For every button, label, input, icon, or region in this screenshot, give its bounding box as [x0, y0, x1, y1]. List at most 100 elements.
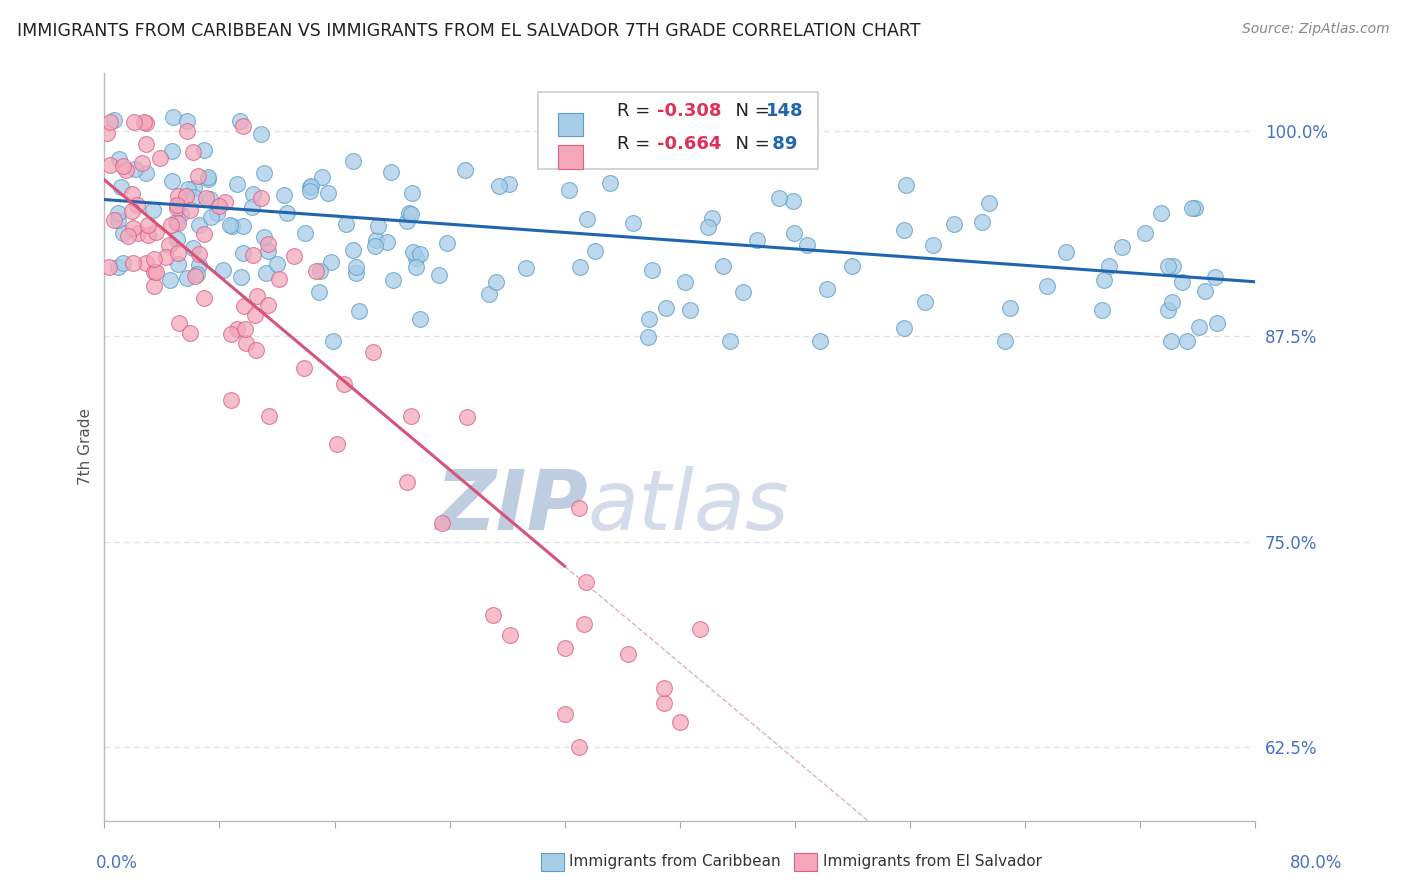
- Point: [208, 199, 231, 213]
- Point: [364, 238, 387, 252]
- Point: [294, 226, 316, 240]
- Text: R =: R =: [617, 103, 657, 120]
- Point: [176, 271, 198, 285]
- Point: [485, 275, 508, 289]
- Point: [436, 236, 458, 251]
- Point: [668, 715, 690, 730]
- Point: [638, 312, 661, 326]
- Point: [344, 260, 367, 275]
- Point: [170, 207, 193, 221]
- Point: [1160, 334, 1182, 348]
- Point: [305, 264, 328, 278]
- Point: [188, 218, 211, 232]
- Point: [640, 263, 662, 277]
- Text: N =: N =: [724, 135, 776, 153]
- Point: [1091, 302, 1114, 317]
- Point: [347, 304, 370, 318]
- Point: [558, 183, 581, 197]
- Text: ZIP: ZIP: [434, 467, 588, 548]
- Point: [568, 500, 591, 515]
- Point: [256, 244, 278, 258]
- Point: [696, 220, 718, 235]
- Point: [599, 177, 621, 191]
- Point: [621, 216, 644, 230]
- Point: [583, 244, 606, 258]
- Point: [342, 153, 364, 168]
- Point: [179, 326, 201, 340]
- Point: [299, 179, 322, 194]
- Point: [193, 291, 215, 305]
- Point: [257, 297, 280, 311]
- Point: [245, 288, 267, 302]
- Point: [121, 186, 143, 201]
- Point: [197, 172, 219, 186]
- Point: [124, 162, 146, 177]
- Point: [402, 244, 425, 259]
- Point: [298, 184, 321, 198]
- Point: [188, 258, 211, 272]
- Point: [344, 266, 367, 280]
- Point: [166, 198, 188, 212]
- Point: [256, 237, 278, 252]
- Point: [250, 128, 273, 142]
- Y-axis label: 7th Grade: 7th Grade: [79, 409, 93, 485]
- Point: [96, 126, 118, 140]
- Point: [149, 151, 172, 165]
- Point: [796, 237, 818, 252]
- Point: [186, 267, 208, 281]
- Point: [841, 259, 863, 273]
- Point: [200, 210, 222, 224]
- Point: [367, 219, 389, 233]
- Point: [135, 256, 157, 270]
- Point: [155, 250, 177, 264]
- Point: [432, 516, 454, 530]
- Point: [145, 225, 167, 239]
- Point: [652, 697, 675, 711]
- Point: [214, 195, 236, 210]
- Point: [993, 334, 1015, 348]
- Point: [176, 124, 198, 138]
- Point: [135, 136, 157, 151]
- Point: [117, 228, 139, 243]
- Point: [160, 144, 183, 158]
- Point: [637, 329, 659, 343]
- Point: [283, 249, 305, 263]
- Point: [250, 191, 273, 205]
- Text: 0.0%: 0.0%: [96, 855, 138, 872]
- Text: 89: 89: [766, 135, 797, 153]
- Point: [142, 202, 165, 217]
- Point: [498, 177, 520, 191]
- Point: [477, 287, 499, 301]
- Point: [122, 115, 145, 129]
- Point: [1149, 206, 1171, 220]
- Point: [893, 223, 915, 237]
- Point: [197, 170, 219, 185]
- Point: [554, 707, 576, 722]
- Point: [808, 334, 831, 348]
- Point: [143, 252, 166, 266]
- Point: [568, 739, 591, 754]
- Point: [1036, 279, 1059, 293]
- Point: [98, 115, 121, 129]
- Point: [233, 300, 256, 314]
- Point: [107, 260, 129, 274]
- Point: [165, 215, 187, 229]
- Point: [409, 247, 432, 261]
- Point: [187, 169, 209, 183]
- Point: [499, 628, 522, 642]
- Point: [131, 155, 153, 169]
- Point: [896, 178, 918, 193]
- Point: [575, 211, 598, 226]
- Point: [253, 166, 276, 180]
- Point: [167, 216, 190, 230]
- Point: [136, 227, 159, 242]
- Point: [1188, 320, 1211, 334]
- Point: [162, 111, 184, 125]
- Point: [226, 322, 249, 336]
- Point: [401, 186, 423, 201]
- Point: [219, 393, 242, 408]
- Point: [135, 165, 157, 179]
- Point: [574, 616, 596, 631]
- Point: [316, 186, 339, 201]
- Point: [132, 115, 155, 129]
